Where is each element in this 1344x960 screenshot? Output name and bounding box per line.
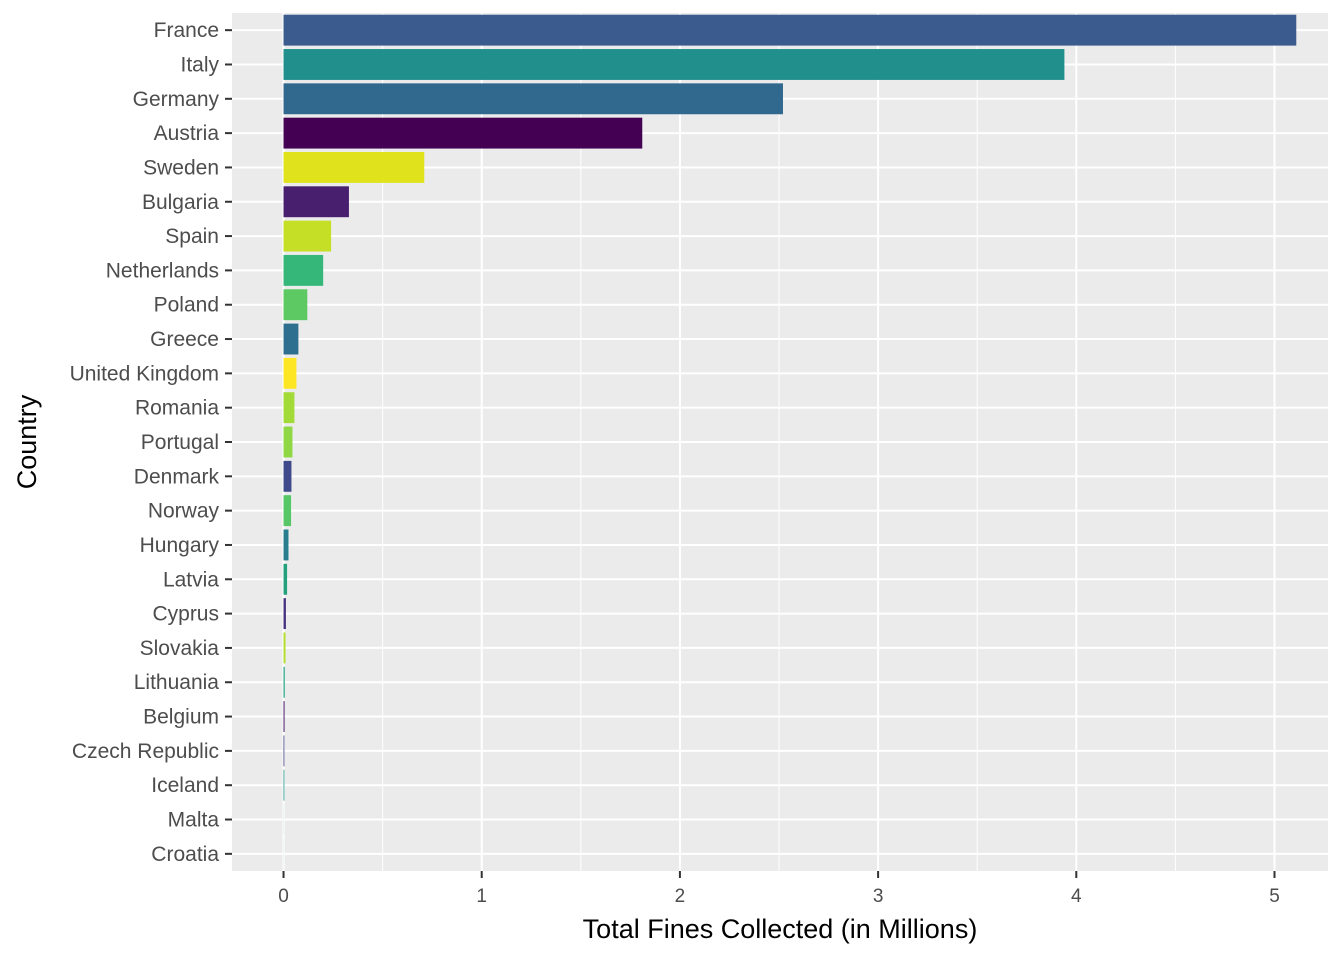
y-tick-label: Norway xyxy=(148,500,220,523)
x-tick-label: 4 xyxy=(1071,886,1082,907)
y-tick-label: Poland xyxy=(154,294,219,317)
bar-belgium xyxy=(283,701,285,733)
y-axis-title: Country xyxy=(12,394,42,489)
y-tick-label: Cyprus xyxy=(152,603,219,626)
x-tick-label: 2 xyxy=(675,886,686,907)
bar-norway xyxy=(283,495,292,527)
bar-spain xyxy=(283,220,332,252)
y-tick-label: Netherlands xyxy=(106,259,219,282)
y-tick-label: Germany xyxy=(133,88,220,111)
x-tick-label: 3 xyxy=(873,886,884,907)
y-tick-label: Iceland xyxy=(151,774,219,797)
bar-hungary xyxy=(283,529,289,561)
y-tick-label: Greece xyxy=(150,328,219,351)
y-tick-label: France xyxy=(154,19,219,42)
y-tick-label: Czech Republic xyxy=(72,740,219,763)
grid-lines xyxy=(232,13,1328,871)
bar-poland xyxy=(283,289,308,321)
y-axis-ticks: France Italy Germany Austria Sweden Bulgaria S… xyxy=(70,19,232,866)
bar-italy xyxy=(283,49,1065,80)
y-tick-label: Bulgaria xyxy=(142,191,219,214)
bar-germany xyxy=(283,83,783,115)
bar-lithuania xyxy=(283,666,285,698)
bars xyxy=(283,14,1297,870)
bar-netherlands xyxy=(283,254,324,286)
y-tick-label: Italy xyxy=(180,53,219,76)
y-tick-label: Romania xyxy=(135,397,219,420)
x-tick-label: 1 xyxy=(476,886,487,907)
y-tick-label: Slovakia xyxy=(140,637,220,660)
y-tick-label: Latvia xyxy=(163,568,219,591)
x-axis-title: Total Fines Collected (in Millions) xyxy=(583,914,978,944)
x-axis-ticks: 0 1 2 3 4 5 xyxy=(278,871,1280,907)
y-tick-label: Malta xyxy=(168,809,220,832)
y-tick-label: Austria xyxy=(154,122,220,145)
x-tick-label: 0 xyxy=(278,886,289,907)
y-tick-label: United Kingdom xyxy=(70,362,219,385)
y-tick-label: Belgium xyxy=(143,706,219,729)
bar-greece xyxy=(283,323,299,355)
bar-cyprus xyxy=(283,598,286,630)
y-tick-label: Lithuania xyxy=(134,671,220,694)
bar-denmark xyxy=(283,460,292,492)
bar-portugal xyxy=(283,426,293,458)
y-tick-label: Denmark xyxy=(134,465,220,488)
x-tick-label: 5 xyxy=(1269,886,1280,907)
bar-france xyxy=(283,14,1297,46)
bar-slovakia xyxy=(283,632,286,664)
bar-sweden xyxy=(283,151,425,183)
bar-bulgaria xyxy=(283,186,349,218)
y-tick-label: Spain xyxy=(165,225,219,248)
y-tick-label: Croatia xyxy=(151,843,219,866)
bar-austria xyxy=(283,117,643,149)
bar-romania xyxy=(283,392,295,424)
y-tick-label: Portugal xyxy=(141,431,219,454)
y-tick-label: Hungary xyxy=(140,534,220,557)
bar-latvia xyxy=(283,563,288,595)
bar-czech-republic xyxy=(283,735,285,767)
bar-iceland xyxy=(283,769,285,801)
bar-united-kingdom xyxy=(283,357,297,389)
y-tick-label: Sweden xyxy=(143,156,219,179)
